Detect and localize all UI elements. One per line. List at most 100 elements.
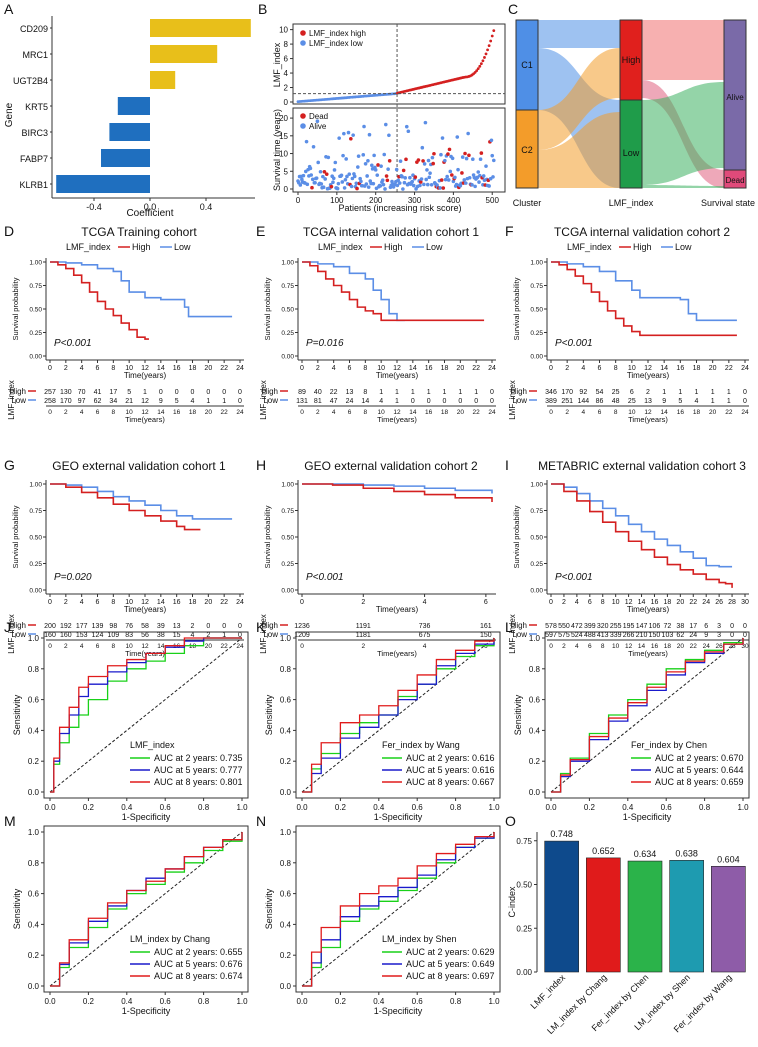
xtick-label: 16: [425, 365, 433, 372]
risk-xtick-label: 18: [189, 643, 197, 650]
alive-point: [321, 174, 325, 179]
risk-low-count: 0: [443, 398, 447, 405]
xtick-label: 0.8: [699, 803, 711, 812]
bar-FABP7: [101, 149, 150, 167]
p-value: P<0.001: [555, 572, 593, 583]
risk-low-count: 0: [730, 632, 734, 639]
xtick-label: 12: [141, 599, 149, 606]
alive-point: [408, 175, 412, 180]
ytick-label: 0.25: [281, 561, 294, 568]
dead-point: [441, 186, 446, 190]
alive-point: [406, 129, 411, 134]
panel-c-label: C: [508, 1, 518, 17]
roc-curve-8y: [302, 638, 495, 793]
risk-high-count: 0: [159, 389, 163, 396]
dead-point: [432, 151, 436, 156]
risk-xtick-label: 16: [651, 643, 659, 650]
xtick-label: 14: [157, 599, 165, 606]
alive-point: [410, 179, 415, 184]
alive-point: [478, 157, 483, 162]
risk-low-count: 1: [222, 398, 226, 405]
alive-point: [460, 155, 465, 159]
risk-high-count: 0: [175, 389, 179, 396]
roc-xlabel: 1-Specificity: [623, 812, 672, 822]
risk-low-count: 160: [60, 632, 72, 639]
roc-panel-l: L 0.0 0.0 0.2 0.2 0.4 0.4 0.6 0.6 0.8 0.8 1.0 1.0 1-S…: [505, 619, 750, 822]
xtick-label: 24: [236, 365, 244, 372]
km-curve-high: [302, 483, 493, 503]
alive-point: [484, 164, 488, 168]
cindex-value-label: 0.638: [675, 848, 698, 858]
risk-high-count: 200: [44, 623, 56, 630]
panel-label: J: [4, 619, 11, 635]
xtick-label: 20: [204, 365, 212, 372]
ytick-label: 0.50: [530, 307, 543, 314]
ytick-label: 0.4: [280, 726, 292, 735]
alive-point: [489, 138, 494, 143]
alive-point: [476, 170, 481, 174]
xtick-label: 14: [157, 365, 165, 372]
panel-a-label: A: [4, 1, 14, 17]
risk-xtick-label: 26: [716, 643, 724, 650]
roc-xlabel: 1-Specificity: [374, 812, 423, 822]
risk-xtick-label: 6: [96, 409, 100, 416]
xtick-label: 1.0: [737, 803, 749, 812]
xtick-label: 0.8: [198, 997, 210, 1006]
risk-xtick-label: 4: [582, 409, 586, 416]
node-label-high: High: [622, 55, 641, 65]
p-value: P=0.016: [306, 338, 344, 349]
risk-high-count: 346: [545, 389, 557, 396]
risk-low-count: 12: [141, 398, 149, 405]
xtick-label: 8: [614, 365, 618, 372]
risk-point: [479, 62, 483, 66]
xtick-label: 2: [316, 365, 320, 372]
alive-point: [345, 174, 349, 179]
auc-label: AUC at 8 years: 0.697: [406, 971, 495, 981]
flow-c2-high: [538, 48, 620, 150]
dead-point: [431, 161, 435, 166]
risk-high-count: 472: [571, 623, 583, 630]
risk-xtick-label: 24: [236, 409, 244, 416]
legend-dot: [300, 113, 306, 119]
xtick-label: 4: [423, 599, 427, 606]
bar-CD209: [150, 19, 251, 37]
ytick-label: 1.0: [280, 634, 292, 643]
risk-table-label: LMF_index: [7, 614, 16, 654]
ytick-label: 0.2: [28, 951, 40, 960]
alive-point: [382, 152, 387, 157]
risk-row-high: High: [262, 387, 278, 396]
alive-point: [349, 184, 354, 189]
legend-top-item: LMF_index high: [309, 29, 366, 38]
flow-c2-low: [538, 112, 620, 188]
risk-xtick-label: 24: [703, 643, 711, 650]
alive-point: [440, 136, 445, 140]
ytick-label: 0.50: [516, 881, 532, 890]
panel-label: H: [256, 457, 266, 473]
km-curve-low: [302, 483, 493, 494]
risk-low-count: 575: [558, 632, 570, 639]
xtick-label: 4: [332, 365, 336, 372]
node-label-dead: Dead: [725, 176, 744, 185]
ytick-label: 0.2: [280, 757, 292, 766]
risk-low-count: 9: [159, 398, 163, 405]
node-dead: [723, 169, 747, 189]
dead-point: [416, 158, 421, 162]
risk-high-count: 0: [238, 389, 242, 396]
xtick-label: 0.8: [198, 803, 210, 812]
dead-point: [324, 172, 329, 176]
alive-point: [477, 180, 481, 184]
risk-high-count: 1: [474, 389, 478, 396]
alive-point: [304, 139, 309, 144]
ytick-label: 0.50: [29, 307, 42, 314]
risk-xtick-label: 6: [348, 409, 352, 416]
ytick-label: 0.75: [29, 283, 42, 290]
risk-low-count: 5: [175, 398, 179, 405]
risk-high-count: 0: [743, 389, 747, 396]
plot-frame: [295, 825, 501, 993]
roc-panel-m: M 0.0 0.0 0.2 0.2 0.4 0.4 0.6 0.6 0.8 0.8 1.0 1.0 1-S…: [4, 813, 249, 1016]
risk-low-count: 524: [571, 632, 583, 639]
ytick-label: 0.50: [530, 535, 543, 542]
risk-high-count: 320: [597, 623, 609, 630]
panel-b-label: B: [258, 1, 267, 17]
risk-high-count: 170: [561, 389, 573, 396]
